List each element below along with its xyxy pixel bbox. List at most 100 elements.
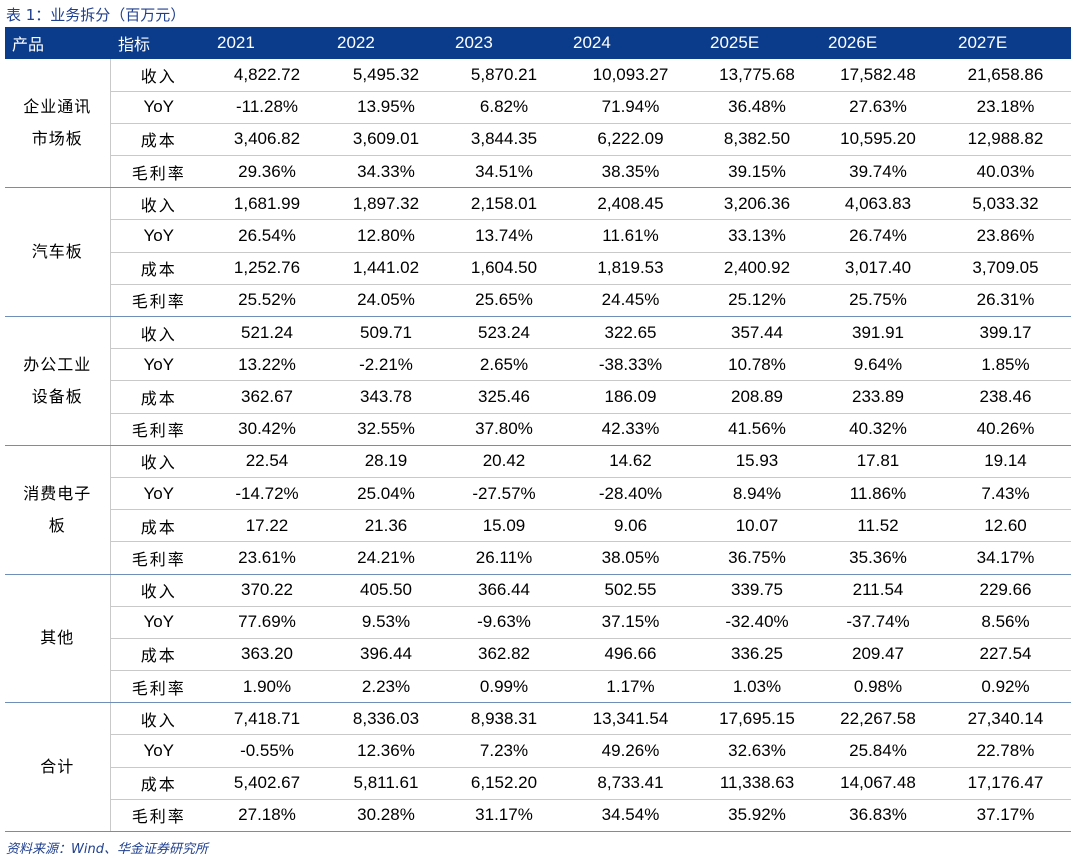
value-cell: 25.65%	[445, 284, 563, 318]
value-cell: 34.17%	[940, 541, 1071, 575]
value-cell: 36.75%	[698, 541, 816, 575]
header-indicator: 指标	[118, 35, 151, 54]
header-product: 产品	[12, 35, 45, 54]
value-cell: 36.48%	[698, 91, 816, 124]
indicator-cell: 收入	[110, 702, 207, 736]
value-cell: 17.81	[816, 445, 940, 478]
value-cell: 21,658.86	[940, 59, 1071, 92]
value-cell: 10,093.27	[563, 59, 698, 92]
value-cell: 238.46	[940, 380, 1071, 414]
value-cell: 38.35%	[563, 155, 698, 189]
value-cell: 0.92%	[940, 670, 1071, 704]
value-cell: 1.03%	[698, 670, 816, 704]
product-name-cell: 办公工业 设备板	[5, 316, 111, 446]
indicator-cell: YoY	[110, 477, 207, 511]
value-cell: 10.07	[698, 509, 816, 543]
value-cell: 370.22	[207, 574, 327, 607]
header-row: 产品 指标 2021 2022 2023 2024 2025E 2026E 20…	[5, 27, 1071, 59]
header-year: 2021	[217, 33, 255, 52]
value-cell: 39.74%	[816, 155, 940, 189]
value-cell: 8,733.41	[563, 767, 698, 800]
value-cell: 10,595.20	[816, 123, 940, 157]
indicator-cell: 毛利率	[110, 541, 207, 575]
value-cell: 12.80%	[327, 219, 445, 253]
product-name-line: 消费电子	[23, 483, 92, 503]
value-cell: 336.25	[698, 638, 816, 672]
value-cell: 3,844.35	[445, 123, 563, 157]
value-cell: 6,152.20	[445, 767, 563, 800]
value-cell: 3,206.36	[698, 187, 816, 221]
value-cell: 357.44	[698, 316, 816, 350]
value-cell: 4,822.72	[207, 59, 327, 92]
value-cell: 12,988.82	[940, 123, 1071, 157]
value-cell: 25.12%	[698, 284, 816, 318]
value-cell: 24.45%	[563, 284, 698, 318]
header-year: 2026E	[828, 33, 878, 52]
table-row: 毛利率 29.36% 34.33% 34.51% 38.35% 39.15% 39.74% 4…	[5, 155, 1071, 189]
indicator-cell: 成本	[110, 380, 207, 414]
value-cell: 5,402.67	[207, 767, 327, 800]
table-row: 毛利率 25.52% 24.05% 25.65% 24.45% 25.12% 25.75% 2…	[5, 284, 1071, 318]
value-cell: 209.47	[816, 638, 940, 672]
value-cell: 37.17%	[940, 799, 1071, 833]
value-cell: -38.33%	[563, 348, 698, 382]
product-name-line: 合计	[40, 757, 75, 777]
value-cell: 396.44	[327, 638, 445, 672]
value-cell: 5,870.21	[445, 59, 563, 92]
value-cell: 35.92%	[698, 799, 816, 833]
indicator-cell: 收入	[110, 574, 207, 607]
value-cell: -9.63%	[445, 606, 563, 639]
value-cell: 3,709.05	[940, 252, 1071, 285]
indicator-cell: 成本	[110, 638, 207, 672]
value-cell: 25.52%	[207, 284, 327, 318]
indicator-cell: YoY	[110, 219, 207, 253]
value-cell: -28.40%	[563, 477, 698, 511]
value-cell: 496.66	[563, 638, 698, 672]
table-row: 其他 收入 370.22 405.50 366.44 502.55 339.75 211.54…	[5, 574, 1071, 704]
value-cell: 523.24	[445, 316, 563, 350]
value-cell: -32.40%	[698, 606, 816, 639]
table-caption: 表 1：业务拆分（百万元）	[6, 6, 186, 24]
value-cell: 37.80%	[445, 413, 563, 446]
table-row: 成本 3,406.82 3,609.01 3,844.35 6,222.09 8,382.…	[5, 123, 1071, 157]
value-cell: 8,938.31	[445, 702, 563, 736]
value-cell: 1.17%	[563, 670, 698, 704]
product-name-cell: 其他	[5, 574, 111, 704]
value-cell: 34.33%	[327, 155, 445, 189]
value-cell: 8.94%	[698, 477, 816, 511]
table-row: YoY -14.72% 25.04% -27.57% -28.40% 8.94% 11.86…	[5, 477, 1071, 511]
product-name-cell: 企业通讯 市场板	[5, 59, 111, 189]
value-cell: 13.22%	[207, 348, 327, 382]
value-cell: 23.18%	[940, 91, 1071, 124]
product-name-line: 办公工业	[23, 354, 92, 374]
value-cell: 366.44	[445, 574, 563, 607]
product-name-line: 企业通讯	[23, 97, 92, 117]
header-year: 2024	[573, 33, 611, 52]
table-row: YoY -11.28% 13.95% 6.82% 71.94% 36.48% 27.63% 2…	[5, 91, 1071, 124]
value-cell: 36.83%	[816, 799, 940, 833]
value-cell: 39.15%	[698, 155, 816, 189]
value-cell: 12.60	[940, 509, 1071, 543]
value-cell: 339.75	[698, 574, 816, 607]
value-cell: 5,033.32	[940, 187, 1071, 221]
value-cell: 1,681.99	[207, 187, 327, 221]
value-cell: 3,017.40	[816, 252, 940, 285]
value-cell: 11.86%	[816, 477, 940, 511]
value-cell: 9.53%	[327, 606, 445, 639]
indicator-cell: 毛利率	[110, 155, 207, 189]
value-cell: -37.74%	[816, 606, 940, 639]
table-row: 成本 5,402.67 5,811.61 6,152.20 8,733.41 11,338…	[5, 767, 1071, 800]
table-row: 毛利率 1.90% 2.23% 0.99% 1.17% 1.03% 0.98% 0.92%	[5, 670, 1071, 704]
value-cell: 3,406.82	[207, 123, 327, 157]
value-cell: 24.21%	[327, 541, 445, 575]
header-year: 2025E	[710, 33, 760, 52]
value-cell: 49.26%	[563, 734, 698, 768]
value-cell: 40.26%	[940, 413, 1071, 446]
indicator-cell: 毛利率	[110, 670, 207, 704]
value-cell: 27.63%	[816, 91, 940, 124]
value-cell: 23.61%	[207, 541, 327, 575]
value-cell: 5,495.32	[327, 59, 445, 92]
product-name-line: 其他	[40, 628, 75, 648]
indicator-cell: 成本	[110, 767, 207, 800]
value-cell: 37.15%	[563, 606, 698, 639]
